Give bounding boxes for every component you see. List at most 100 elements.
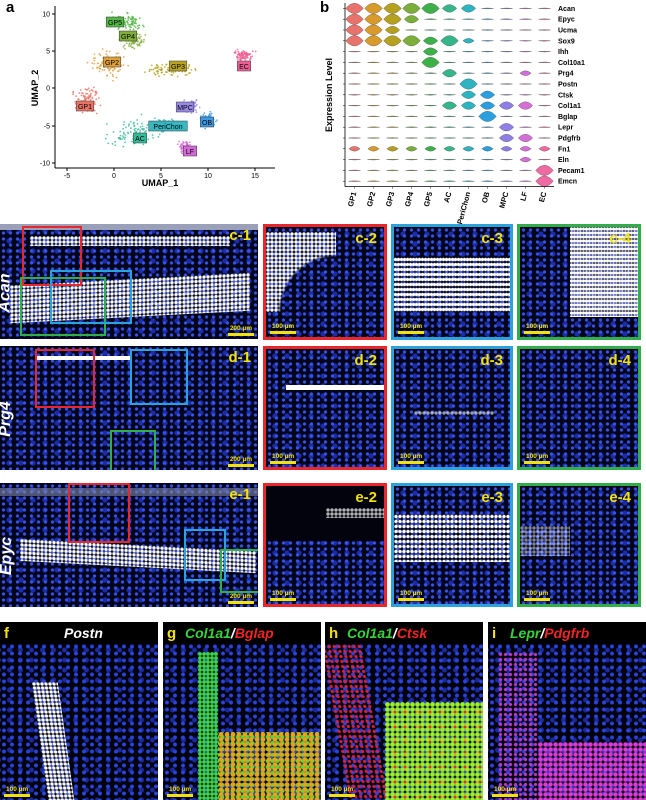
y-axis-title: Expression Level bbox=[324, 58, 334, 132]
violin bbox=[481, 126, 494, 128]
tile-label: e-3 bbox=[481, 489, 503, 506]
cell-dot bbox=[136, 44, 139, 47]
cell-dot bbox=[72, 93, 74, 96]
violin bbox=[345, 13, 364, 25]
cell-dot bbox=[234, 50, 237, 53]
violin bbox=[500, 83, 513, 85]
cell-dot bbox=[170, 118, 173, 121]
cell-dot bbox=[124, 17, 127, 20]
cell-dot bbox=[183, 99, 186, 102]
violin bbox=[421, 3, 440, 14]
cell-dot bbox=[119, 130, 122, 133]
umap-panel: a UMAP_1 UMAP_2 -5 0 5 10 15 10 5 0 -5 -10 GP5 GP4 G… bbox=[6, 0, 275, 188]
cell-dot bbox=[114, 144, 117, 147]
cell-dot bbox=[240, 53, 242, 56]
violin bbox=[443, 18, 456, 20]
violin bbox=[424, 18, 437, 20]
cell-type-label: EC bbox=[537, 190, 549, 203]
violin-panel: b Expression Level Acan Epyc Ucma Sox9 Ihh Co… bbox=[320, 0, 585, 225]
cell-dot bbox=[200, 115, 202, 118]
cell-dot bbox=[128, 16, 131, 19]
cell-dot bbox=[181, 150, 184, 153]
violin bbox=[348, 146, 361, 152]
cell-dot bbox=[133, 41, 136, 44]
violin bbox=[519, 70, 532, 76]
violin bbox=[386, 51, 399, 53]
cell-dot bbox=[167, 69, 170, 72]
violin bbox=[424, 83, 437, 85]
cell-dot bbox=[138, 33, 141, 36]
cell-dot bbox=[129, 42, 131, 44]
image-f: f Postn 100 µm bbox=[0, 622, 158, 800]
violin bbox=[423, 36, 438, 45]
violin bbox=[348, 180, 361, 182]
violin bbox=[462, 29, 475, 31]
cell-dot bbox=[127, 19, 130, 21]
cell-dot bbox=[98, 70, 101, 73]
cell-dot bbox=[141, 24, 144, 27]
cell-dot bbox=[237, 50, 240, 53]
scale-bar: 100 µm bbox=[524, 590, 551, 601]
image-g: g Col1a1/Bglap 100 µm bbox=[163, 622, 321, 800]
violin bbox=[500, 180, 513, 182]
stain: Ctsk bbox=[396, 625, 428, 641]
gene-label: Pecam1 bbox=[558, 168, 585, 175]
violin bbox=[538, 7, 551, 9]
cell-dot bbox=[103, 69, 106, 72]
cell-dot bbox=[97, 97, 100, 99]
cluster-label: GP4 bbox=[121, 34, 135, 41]
panel-label: a bbox=[6, 0, 15, 16]
cell-dot bbox=[163, 73, 166, 76]
cell-dot bbox=[130, 46, 133, 49]
violin bbox=[424, 180, 437, 182]
violin bbox=[500, 94, 513, 96]
violin bbox=[443, 115, 456, 117]
violin bbox=[462, 72, 475, 74]
violin bbox=[481, 7, 494, 9]
cell-dot bbox=[241, 54, 244, 57]
tile-label: c-1 bbox=[229, 227, 251, 244]
cell-dot bbox=[198, 106, 201, 109]
cell-dot bbox=[138, 24, 141, 27]
cell-dot bbox=[137, 36, 140, 39]
cell-dot bbox=[89, 95, 92, 98]
cell-dot bbox=[130, 127, 132, 130]
cell-dot bbox=[190, 112, 193, 114]
cell-dot bbox=[150, 64, 153, 67]
cell-dot bbox=[209, 110, 212, 113]
x-tick-label: 15 bbox=[251, 173, 259, 180]
scale-bar: 100 µm bbox=[270, 590, 297, 601]
violin bbox=[443, 137, 456, 139]
cell-dot bbox=[148, 68, 151, 71]
violin bbox=[462, 61, 475, 63]
cell-dot bbox=[121, 138, 123, 140]
cell-dot bbox=[106, 133, 109, 136]
cluster-label-box bbox=[168, 60, 188, 72]
cell-dot bbox=[195, 99, 198, 102]
gene-label: Ucma bbox=[558, 28, 577, 35]
cell-dot bbox=[150, 68, 153, 71]
cell-dot bbox=[142, 25, 145, 28]
cell-dot bbox=[125, 27, 127, 29]
y-tick-label: -10 bbox=[40, 161, 50, 168]
violin bbox=[538, 159, 551, 161]
violin bbox=[481, 146, 494, 152]
violin bbox=[499, 134, 514, 142]
cell-dot bbox=[240, 58, 242, 61]
cell-dot bbox=[163, 66, 166, 68]
cluster-label: OB bbox=[202, 120, 212, 127]
violin bbox=[478, 111, 497, 122]
cell-dot bbox=[237, 53, 240, 56]
cell-dot bbox=[139, 131, 141, 134]
violin bbox=[367, 169, 380, 171]
cell-dot bbox=[124, 134, 127, 136]
panel-label: h bbox=[329, 625, 339, 642]
tile-label: c-2 bbox=[355, 230, 377, 247]
cell-dot bbox=[124, 25, 127, 28]
cell-dot bbox=[115, 52, 118, 55]
cell-dot bbox=[111, 11, 113, 14]
cell-dot bbox=[130, 26, 133, 29]
violin bbox=[383, 13, 402, 25]
cell-dot bbox=[157, 135, 160, 138]
violin bbox=[405, 169, 418, 171]
